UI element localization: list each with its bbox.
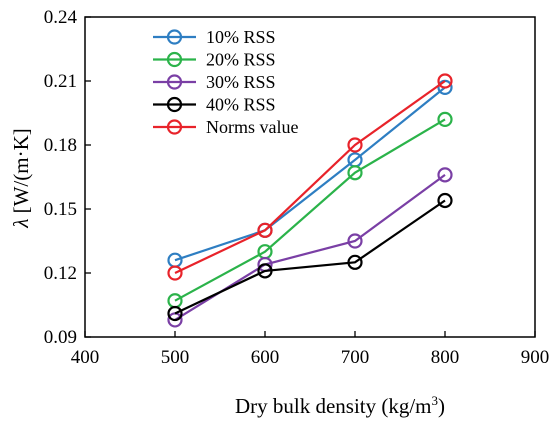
series-1 — [167, 111, 453, 309]
data-point — [167, 305, 183, 322]
y-tick-label: 0.12 — [44, 263, 77, 284]
series-line — [174, 199, 446, 315]
data-point — [257, 222, 273, 238]
data-point — [347, 233, 363, 249]
data-point — [437, 79, 453, 96]
plot-frame — [84, 16, 536, 338]
data-point — [437, 111, 453, 128]
series-line — [174, 118, 446, 302]
x-tick-label: 500 — [161, 347, 190, 368]
legend-label: 10% RSS — [206, 27, 276, 47]
axes: 400 500 600 700 800 900 0.09 0.12 0.15 0.18 0.21 0.… — [44, 7, 550, 368]
x-axis-title-text: Dry bulk density (kg/m — [235, 394, 432, 418]
legend-swatch-marker — [166, 96, 183, 113]
y-axis-title: λ [W/(m·K] — [9, 128, 33, 229]
data-point — [167, 293, 183, 309]
y-tick-label: 0.18 — [44, 135, 77, 156]
x-tick-label: 700 — [341, 347, 370, 368]
y-tick-label: 0.21 — [44, 71, 77, 92]
x-axis-title-sup: 3 — [432, 393, 439, 408]
series-4 — [167, 73, 453, 281]
x-tick-label: 400 — [71, 347, 100, 368]
legend-item: 40% RSS — [153, 95, 276, 115]
data-point — [257, 263, 273, 279]
y-tick-label: 0.24 — [44, 7, 78, 28]
data-point — [347, 254, 363, 270]
legend-label: 40% RSS — [206, 95, 276, 115]
legend-swatch-marker — [166, 119, 183, 135]
legend-label: Norms value — [206, 117, 298, 137]
x-tick-label: 600 — [251, 347, 280, 368]
plot-area — [84, 16, 536, 338]
data-point — [347, 165, 363, 181]
legend-label: 30% RSS — [206, 72, 276, 92]
y-axis-title-text: [W/(m·K] — [9, 128, 33, 213]
legend-item: 30% RSS — [153, 72, 276, 92]
y-tick-label: 0.15 — [44, 199, 77, 220]
x-axis-title-end: ) — [438, 394, 445, 418]
legend-label: 20% RSS — [206, 50, 276, 70]
data-point — [347, 137, 363, 153]
x-axis-title: Dry bulk density (kg/m3) — [235, 393, 445, 418]
legend-item: 20% RSS — [153, 50, 276, 70]
legend-swatch-marker — [166, 74, 183, 90]
series-line — [174, 80, 446, 274]
x-tick-label: 900 — [521, 347, 550, 368]
legend-item: Norms value — [153, 117, 298, 137]
series-line — [174, 86, 446, 262]
series-3 — [167, 192, 453, 322]
series-0 — [167, 79, 453, 268]
data-point — [437, 73, 453, 89]
y-axis-title-symbol: λ — [9, 219, 33, 229]
legend-swatch-marker — [166, 51, 183, 68]
data-point — [167, 265, 183, 281]
data-point — [437, 192, 453, 209]
legend-item: 10% RSS — [153, 27, 276, 47]
series-layer — [167, 73, 453, 328]
data-point — [437, 167, 453, 183]
legend-swatch-marker — [166, 29, 183, 45]
y-tick-label: 0.09 — [44, 327, 77, 348]
x-tick-label: 800 — [431, 347, 460, 368]
